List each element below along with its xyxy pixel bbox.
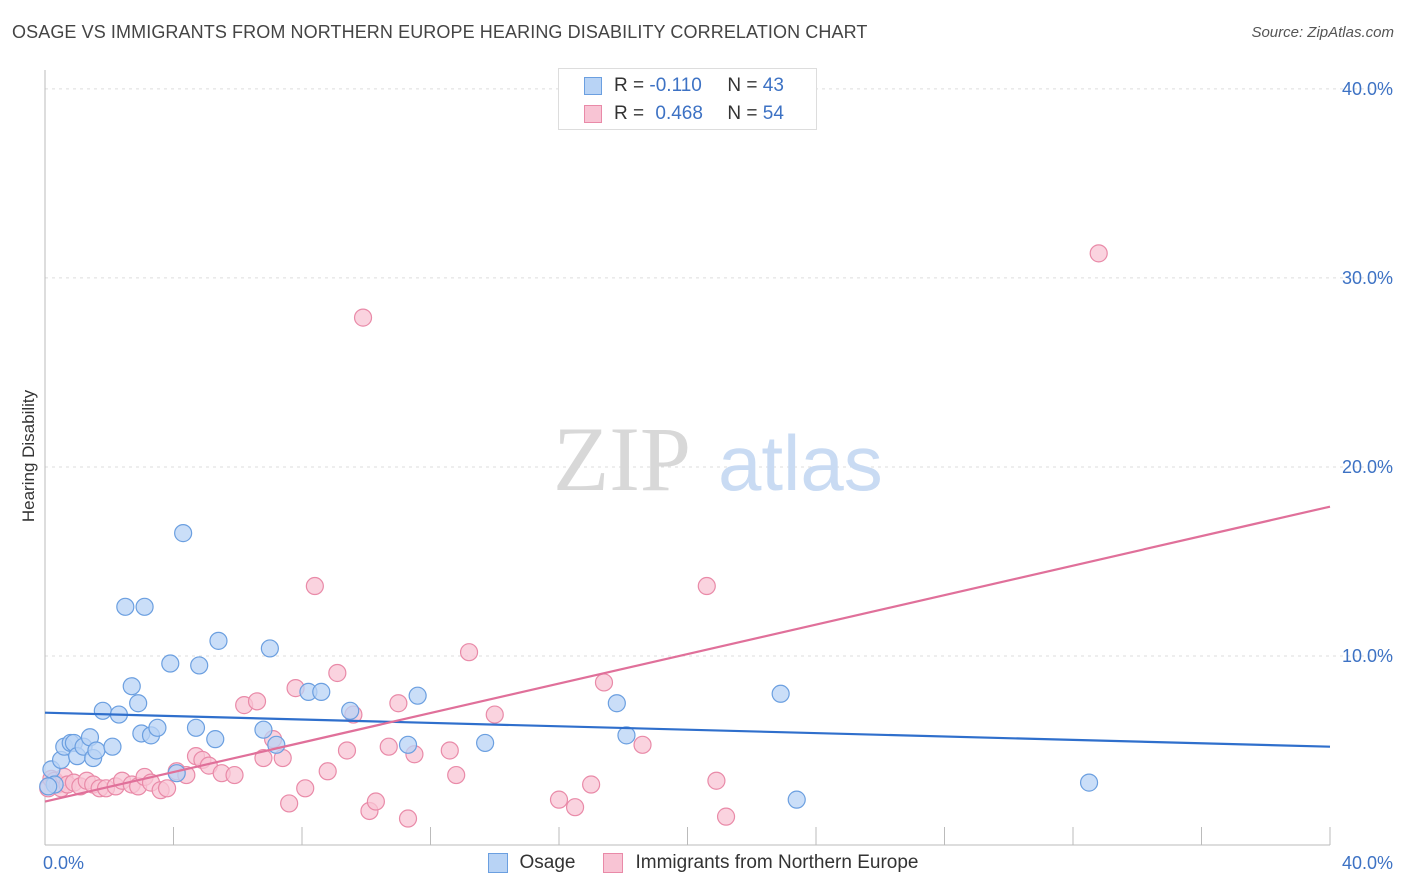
point-immigrants [549, 790, 569, 809]
point-immigrants [247, 692, 267, 711]
point-immigrants [440, 741, 459, 760]
watermark-zip: ZIP [553, 408, 691, 510]
point-osage [771, 684, 790, 703]
y-tick-label: 30.0% [1342, 268, 1393, 288]
y-axis-label: Hearing Disability [19, 389, 38, 522]
legend-n-value: 43 [762, 75, 784, 96]
point-immigrants [225, 765, 244, 785]
point-immigrants [716, 807, 736, 826]
bottom-legend: Osage Immigrants from Northern Europe [0, 852, 1406, 874]
point-osage [254, 720, 273, 739]
series-osage-points [39, 524, 1099, 809]
chart-source: Source: ZipAtlas.com [1251, 24, 1394, 41]
x-tick-label: 40.0% [1342, 853, 1393, 873]
point-osage [1079, 773, 1099, 792]
point-osage [186, 718, 206, 737]
point-immigrants [328, 663, 347, 683]
bottom-legend-label-immigrants: Immigrants from Northern Europe [635, 852, 919, 873]
point-immigrants [157, 779, 177, 798]
trend-line-osage [44, 711, 1331, 748]
point-osage [161, 654, 180, 673]
legend-row-immigrants: R = 0.468 N = 54 [559, 101, 784, 127]
y-tick-label: 10.0% [1342, 646, 1393, 666]
tick-labels: 10.0% 20.0% 30.0% 40.0% 0.0% 40.0% [43, 79, 1393, 873]
point-osage [116, 597, 135, 616]
x-tick-label: 0.0% [43, 853, 84, 873]
point-immigrants [398, 809, 418, 828]
y-tick-label: 20.0% [1342, 457, 1393, 477]
point-immigrants [582, 775, 601, 794]
bottom-legend-swatch-osage [487, 853, 508, 873]
point-immigrants [366, 792, 385, 811]
point-immigrants [459, 643, 479, 662]
point-osage [312, 682, 331, 701]
legend-r-value: -0.110 [649, 75, 702, 96]
series-immigrants-points [39, 244, 1108, 828]
legend-r-label: R = [614, 103, 645, 124]
point-osage [148, 718, 167, 737]
axes [44, 70, 1331, 846]
gridlines [45, 88, 1395, 657]
point-immigrants [379, 737, 398, 756]
point-osage [398, 735, 418, 754]
legend-n-value: 54 [762, 103, 784, 124]
point-osage [129, 694, 148, 713]
bottom-legend-swatch-immigrants [603, 853, 624, 873]
trend-lines [44, 505, 1331, 803]
point-osage [122, 677, 141, 696]
watermark-atlas: atlas [718, 419, 883, 507]
point-osage [607, 694, 626, 713]
point-immigrants [254, 748, 273, 768]
point-immigrants [389, 694, 408, 713]
y-tick-label: 40.0% [1342, 79, 1393, 99]
point-immigrants [594, 673, 614, 692]
point-immigrants [485, 705, 504, 724]
point-immigrants [337, 741, 357, 760]
point-osage [87, 741, 106, 760]
point-osage [174, 524, 193, 543]
point-osage [135, 597, 154, 616]
point-osage [408, 686, 427, 705]
point-osage [787, 790, 806, 809]
point-immigrants [353, 308, 373, 327]
point-immigrants [447, 765, 466, 785]
legend-n-label: N = [727, 75, 758, 96]
point-osage [617, 726, 636, 745]
point-immigrants [305, 576, 324, 596]
point-immigrants [633, 735, 652, 754]
legend-r-value: 0.468 [655, 103, 703, 124]
point-osage [103, 737, 122, 756]
point-immigrants [707, 771, 726, 790]
trend-line-immigrants [44, 505, 1331, 803]
legend-r-label: R = [614, 75, 645, 96]
legend: R = -0.110 N = 43 R = 0.468 N = 54 [558, 68, 817, 130]
point-osage [190, 656, 209, 675]
legend-swatch-osage [584, 77, 602, 95]
chart-title: OSAGE VS IMMIGRANTS FROM NORTHERN EUROPE… [12, 22, 868, 42]
legend-n-label: N = [727, 103, 758, 124]
legend-swatch-immigrants [584, 105, 602, 123]
point-immigrants [280, 794, 299, 813]
point-immigrants [1089, 244, 1108, 263]
point-osage [93, 701, 112, 720]
point-osage [341, 701, 360, 720]
point-immigrants [318, 762, 337, 781]
legend-row-osage: R = -0.110 N = 43 [559, 73, 784, 99]
bottom-legend-osage: Osage [487, 852, 576, 874]
point-immigrants [697, 576, 716, 596]
point-immigrants [296, 779, 315, 798]
point-osage [260, 639, 279, 658]
point-immigrants [565, 798, 585, 817]
point-osage [39, 777, 58, 796]
point-osage [206, 730, 225, 749]
bottom-legend-immigrants: Immigrants from Northern Europe [603, 852, 918, 874]
point-osage [209, 631, 228, 650]
point-osage [476, 733, 495, 753]
bottom-legend-label-osage: Osage [519, 852, 576, 873]
